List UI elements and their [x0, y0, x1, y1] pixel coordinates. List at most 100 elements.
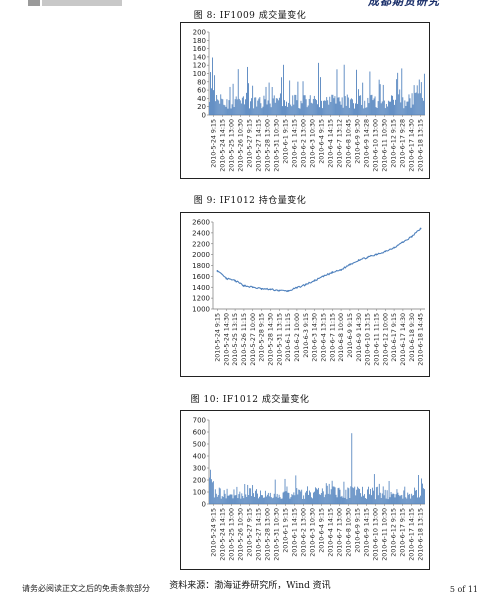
- volume-bar: [273, 493, 275, 504]
- open-interest-point: [349, 263, 351, 266]
- volume-bar: [335, 494, 337, 504]
- volume-bar: [330, 102, 332, 115]
- x-tick-label: 2010-5-28 13:00: [265, 508, 272, 561]
- volume-bar: [385, 104, 387, 115]
- volume-bar: [211, 88, 212, 115]
- volume-bar: [353, 488, 355, 504]
- x-tick-label: 2010-5-27 10:00: [250, 313, 257, 366]
- volume-bar: [369, 494, 370, 504]
- volume-bar: [331, 94, 333, 115]
- volume-bar: [292, 495, 294, 504]
- volume-bar: [323, 497, 325, 504]
- volume-bar: [216, 94, 218, 115]
- open-interest-point: [410, 235, 413, 238]
- x-tick-label: 2010-6-17 14:30: [400, 313, 407, 366]
- volume-bar: [342, 107, 344, 115]
- volume-bar: [359, 95, 361, 115]
- volume-bar: [344, 96, 346, 115]
- volume-bar: [307, 486, 309, 504]
- volume-bar: [219, 488, 221, 504]
- open-interest-point: [384, 250, 387, 253]
- volume-bar: [246, 92, 247, 115]
- y-tick-label: 140: [193, 53, 206, 61]
- volume-bar: [304, 498, 306, 504]
- volume-bar: [255, 97, 257, 115]
- volume-bar: [220, 498, 222, 504]
- volume-bar: [332, 94, 334, 115]
- volume-bar: [408, 494, 410, 504]
- volume-bar: [212, 57, 213, 115]
- volume-bar: [221, 495, 223, 504]
- volume-bar: [415, 92, 417, 115]
- volume-bar: [230, 494, 232, 504]
- figure-8-title: 图 8: IF1009 成交量变化: [193, 11, 307, 21]
- volume-bar: [282, 106, 283, 115]
- volume-bar: [396, 489, 398, 504]
- x-tick-label: 2010-6-12 9:15: [391, 119, 398, 168]
- volume-bar: [359, 489, 361, 504]
- volume-bar: [239, 100, 241, 115]
- volume-bar: [356, 489, 358, 504]
- x-tick-label: 2010-6-12 9:15: [391, 508, 398, 557]
- volume-bar: [223, 490, 225, 504]
- volume-bar: [225, 498, 227, 504]
- volume-bar: [326, 97, 328, 115]
- volume-bar: [398, 494, 400, 504]
- open-interest-point: [234, 279, 236, 282]
- volume-bar: [340, 496, 342, 504]
- volume-bar: [351, 99, 353, 115]
- volume-bar: [218, 100, 220, 115]
- y-tick-label: 2200: [192, 240, 210, 248]
- volume-bar: [276, 98, 278, 115]
- volume-bar: [270, 497, 272, 504]
- volume-bar: [352, 487, 354, 504]
- volume-bar: [263, 497, 265, 504]
- volume-bar: [374, 96, 376, 115]
- volume-bar: [329, 96, 331, 115]
- volume-bar: [286, 486, 288, 504]
- x-tick-label: 2010-6-7 11:15: [329, 313, 336, 362]
- volume-bar: [323, 100, 325, 115]
- volume-bar: [249, 488, 251, 504]
- volume-bar: [235, 495, 237, 504]
- volume-bar: [243, 498, 245, 504]
- volume-bar: [362, 82, 364, 115]
- volume-bar: [258, 498, 259, 504]
- volume-bar: [417, 93, 419, 115]
- volume-bar: [419, 497, 420, 504]
- volume-bar: [317, 104, 318, 115]
- x-tick-label: 2010-5-27 14:15: [256, 119, 263, 172]
- volume-bar: [377, 101, 379, 115]
- volume-bar: [252, 85, 254, 115]
- volume-bar: [318, 494, 320, 504]
- volume-bar: [370, 488, 371, 504]
- volume-bar: [405, 105, 407, 115]
- volume-bar: [322, 108, 324, 115]
- volume-bar: [387, 499, 389, 504]
- x-tick-label: 2010-6-17 9:28: [400, 119, 407, 168]
- volume-bar: [281, 77, 282, 115]
- volume-bar: [418, 79, 420, 115]
- volume-bar: [368, 103, 370, 115]
- volume-bar: [395, 99, 397, 115]
- header-logo-mark: [28, 0, 122, 6]
- volume-bar: [422, 100, 424, 115]
- volume-bar: [254, 97, 256, 115]
- volume-bar: [409, 493, 411, 504]
- volume-bar: [209, 101, 210, 115]
- volume-bar: [283, 64, 284, 115]
- y-tick-label: 200: [193, 29, 206, 37]
- x-tick-label: 2010-5-24 9:15: [211, 508, 218, 557]
- volume-bar: [406, 498, 408, 504]
- volume-bar: [370, 95, 372, 115]
- volume-bar: [230, 108, 232, 115]
- volume-bar: [369, 71, 371, 115]
- x-tick-label: 2010-6-9 9:30: [355, 119, 362, 164]
- volume-bar: [410, 498, 412, 504]
- chart-if1009-volume: 0 20 40 60 80 100 120 140 160 180 200 2010-5-24 9:1…: [180, 22, 430, 179]
- volume-bar: [306, 490, 308, 504]
- x-tick-label: 2010-6-8 10:30: [346, 508, 353, 557]
- volume-bar: [229, 494, 231, 504]
- volume-bar: [274, 479, 276, 504]
- volume-bar: [401, 494, 403, 504]
